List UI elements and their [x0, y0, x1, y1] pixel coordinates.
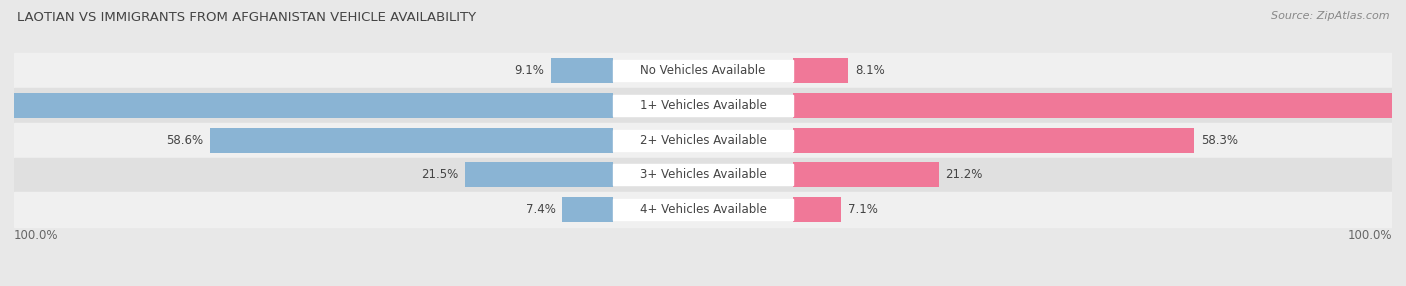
Bar [209, 128, 613, 153]
Bar [793, 58, 848, 83]
Bar [562, 197, 613, 222]
Text: 58.6%: 58.6% [166, 134, 202, 147]
Text: 3+ Vehicles Available: 3+ Vehicles Available [640, 168, 766, 181]
Bar [551, 58, 613, 83]
Text: 2+ Vehicles Available: 2+ Vehicles Available [640, 134, 766, 147]
Bar [14, 123, 1392, 158]
Bar [14, 158, 1392, 192]
Text: 8.1%: 8.1% [855, 64, 884, 77]
Text: 21.5%: 21.5% [422, 168, 458, 181]
Bar [613, 130, 793, 151]
Text: 21.2%: 21.2% [945, 168, 983, 181]
Text: 7.4%: 7.4% [526, 203, 555, 216]
Text: 100.0%: 100.0% [14, 229, 59, 243]
Bar [613, 60, 793, 81]
Bar [793, 162, 939, 187]
Bar [613, 164, 793, 185]
Bar [613, 199, 793, 220]
Text: No Vehicles Available: No Vehicles Available [640, 64, 766, 77]
Text: 100.0%: 100.0% [1347, 229, 1392, 243]
Bar [14, 192, 1392, 227]
Bar [793, 93, 1406, 118]
Text: Source: ZipAtlas.com: Source: ZipAtlas.com [1271, 11, 1389, 21]
Text: 1+ Vehicles Available: 1+ Vehicles Available [640, 99, 766, 112]
Text: 7.1%: 7.1% [848, 203, 879, 216]
Bar [793, 128, 1194, 153]
Bar [465, 162, 613, 187]
Text: 58.3%: 58.3% [1201, 134, 1239, 147]
Text: LAOTIAN VS IMMIGRANTS FROM AFGHANISTAN VEHICLE AVAILABILITY: LAOTIAN VS IMMIGRANTS FROM AFGHANISTAN V… [17, 11, 477, 24]
Bar [14, 53, 1392, 88]
Text: 4+ Vehicles Available: 4+ Vehicles Available [640, 203, 766, 216]
Bar [0, 93, 613, 118]
Bar [793, 197, 841, 222]
Bar [14, 88, 1392, 123]
Text: 9.1%: 9.1% [515, 64, 544, 77]
Bar [613, 95, 793, 116]
